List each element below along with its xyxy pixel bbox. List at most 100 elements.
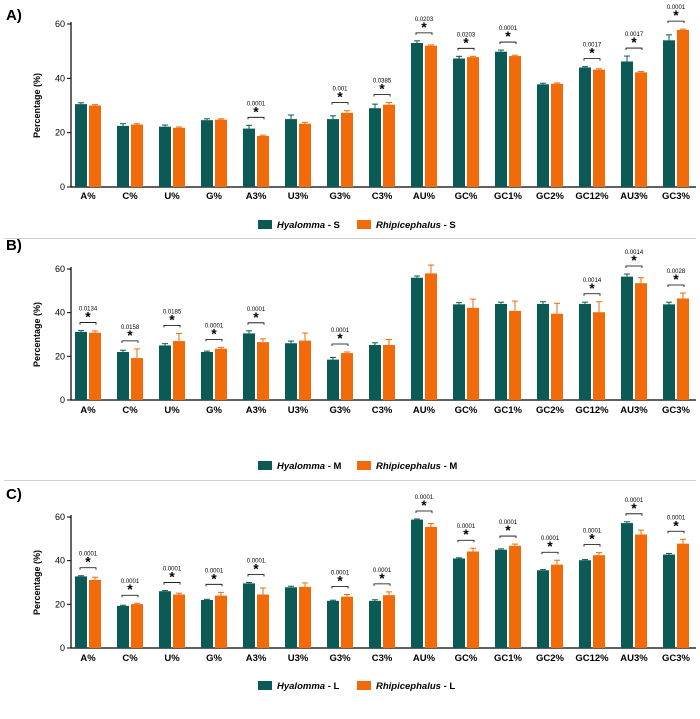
bar-hyalomma bbox=[75, 331, 87, 400]
bar-rhipicephalus bbox=[383, 104, 395, 187]
significance-star: * bbox=[337, 89, 343, 105]
p-value-label: 0.0001 bbox=[667, 515, 686, 521]
bar-hyalomma bbox=[327, 119, 339, 187]
bar-hyalomma bbox=[621, 523, 633, 648]
significance-bracket bbox=[331, 586, 349, 589]
bar-rhipicephalus bbox=[635, 72, 647, 187]
y-tick-label: 60 bbox=[55, 264, 65, 274]
significance-bracket bbox=[583, 544, 601, 547]
bar-rhipicephalus bbox=[467, 57, 479, 187]
p-value-label: 0.0001 bbox=[541, 536, 560, 542]
p-value-label: 0.0203 bbox=[457, 32, 476, 38]
significance-star: * bbox=[673, 7, 679, 23]
p-value-label: 0.0001 bbox=[331, 328, 350, 334]
x-tick-label: G% bbox=[206, 191, 222, 202]
x-tick-label: GC12% bbox=[575, 405, 609, 416]
bar-hyalomma bbox=[579, 67, 591, 187]
significance-bracket bbox=[457, 47, 475, 51]
bar-rhipicephalus bbox=[677, 543, 689, 648]
bar-rhipicephalus bbox=[593, 555, 605, 648]
x-tick-label: G3% bbox=[329, 653, 351, 664]
bar-rhipicephalus bbox=[467, 307, 479, 400]
significance-star: * bbox=[379, 570, 385, 586]
p-value-label: 0.0001 bbox=[457, 524, 476, 530]
bar-rhipicephalus bbox=[677, 29, 689, 187]
panel-letter: A) bbox=[6, 7, 22, 24]
bar-hyalomma bbox=[495, 549, 507, 648]
bar-hyalomma bbox=[495, 303, 507, 400]
significance-star: * bbox=[169, 311, 175, 327]
significance-bracket bbox=[373, 94, 391, 97]
significance-bracket bbox=[583, 58, 601, 61]
bar-rhipicephalus bbox=[89, 579, 101, 648]
p-value-label: 0.0001 bbox=[79, 552, 98, 558]
significance-bracket bbox=[583, 293, 601, 296]
p-value-label: 0.0001 bbox=[373, 568, 392, 574]
legend-label-hyalomma: Hyalomma - L bbox=[277, 681, 340, 692]
significance-star: * bbox=[379, 81, 385, 97]
p-value-label: 0.0001 bbox=[331, 571, 350, 577]
bar-rhipicephalus bbox=[257, 135, 269, 187]
significance-star: * bbox=[631, 252, 637, 268]
bar-hyalomma bbox=[537, 570, 549, 648]
bar-hyalomma bbox=[663, 554, 675, 648]
x-tick-label: G% bbox=[206, 405, 222, 416]
significance-bracket bbox=[541, 551, 559, 555]
x-tick-label: AU3% bbox=[620, 653, 648, 664]
x-tick-label: GC3% bbox=[662, 653, 691, 664]
significance-bracket bbox=[625, 265, 643, 269]
bar-rhipicephalus bbox=[173, 594, 185, 648]
x-tick-label: U3% bbox=[288, 653, 309, 664]
bar-rhipicephalus bbox=[425, 273, 437, 400]
y-tick-label: 0 bbox=[60, 643, 65, 653]
bar-rhipicephalus bbox=[509, 310, 521, 400]
p-value-label: 0.0185 bbox=[163, 309, 182, 315]
significance-star: * bbox=[85, 309, 91, 325]
bar-hyalomma bbox=[201, 599, 213, 648]
p-value-label: 0.0001 bbox=[499, 520, 518, 526]
bar-hyalomma bbox=[159, 126, 171, 187]
x-tick-label: A3% bbox=[246, 653, 267, 664]
x-tick-label: GC% bbox=[455, 191, 478, 202]
p-value-label: 0.0028 bbox=[667, 269, 686, 275]
x-tick-label: U% bbox=[164, 191, 180, 202]
significance-star: * bbox=[463, 34, 469, 50]
bar-rhipicephalus bbox=[257, 342, 269, 400]
bar-hyalomma bbox=[621, 276, 633, 400]
significance-bracket bbox=[331, 102, 349, 105]
bar-rhipicephalus bbox=[131, 124, 143, 187]
bar-hyalomma bbox=[117, 125, 129, 187]
bar-hyalomma bbox=[579, 560, 591, 648]
x-tick-label: GC% bbox=[455, 653, 478, 664]
bar-rhipicephalus bbox=[341, 353, 353, 400]
bar-rhipicephalus bbox=[635, 283, 647, 400]
x-tick-label: GC2% bbox=[536, 405, 565, 416]
p-value-label: 0.0001 bbox=[247, 559, 266, 565]
y-tick-label: 20 bbox=[55, 599, 65, 609]
significance-bracket bbox=[121, 340, 139, 343]
bar-rhipicephalus bbox=[341, 596, 353, 648]
y-tick-label: 40 bbox=[55, 308, 65, 318]
significance-star: * bbox=[85, 554, 91, 570]
bar-hyalomma bbox=[411, 43, 423, 188]
bar-rhipicephalus bbox=[173, 341, 185, 400]
bar-rhipicephalus bbox=[593, 312, 605, 400]
significance-star: * bbox=[211, 570, 217, 586]
significance-bracket bbox=[457, 539, 475, 543]
significance-star: * bbox=[253, 103, 259, 119]
bar-hyalomma bbox=[159, 345, 171, 400]
bar-hyalomma bbox=[285, 343, 297, 400]
significance-bracket bbox=[247, 116, 265, 120]
bar-rhipicephalus bbox=[215, 348, 227, 400]
p-value-label: 0.0203 bbox=[415, 17, 434, 23]
y-tick-label: 40 bbox=[55, 556, 65, 566]
panel-letter: B) bbox=[6, 237, 22, 254]
significance-bracket bbox=[415, 510, 433, 513]
significance-bracket bbox=[79, 322, 97, 325]
legend-swatch-rhipicephalus bbox=[357, 681, 371, 690]
bar-rhipicephalus bbox=[509, 56, 521, 187]
significance-star: * bbox=[673, 271, 679, 287]
p-value-label: 0.0014 bbox=[583, 278, 602, 284]
bar-hyalomma bbox=[453, 558, 465, 648]
x-tick-label: U3% bbox=[288, 191, 309, 202]
